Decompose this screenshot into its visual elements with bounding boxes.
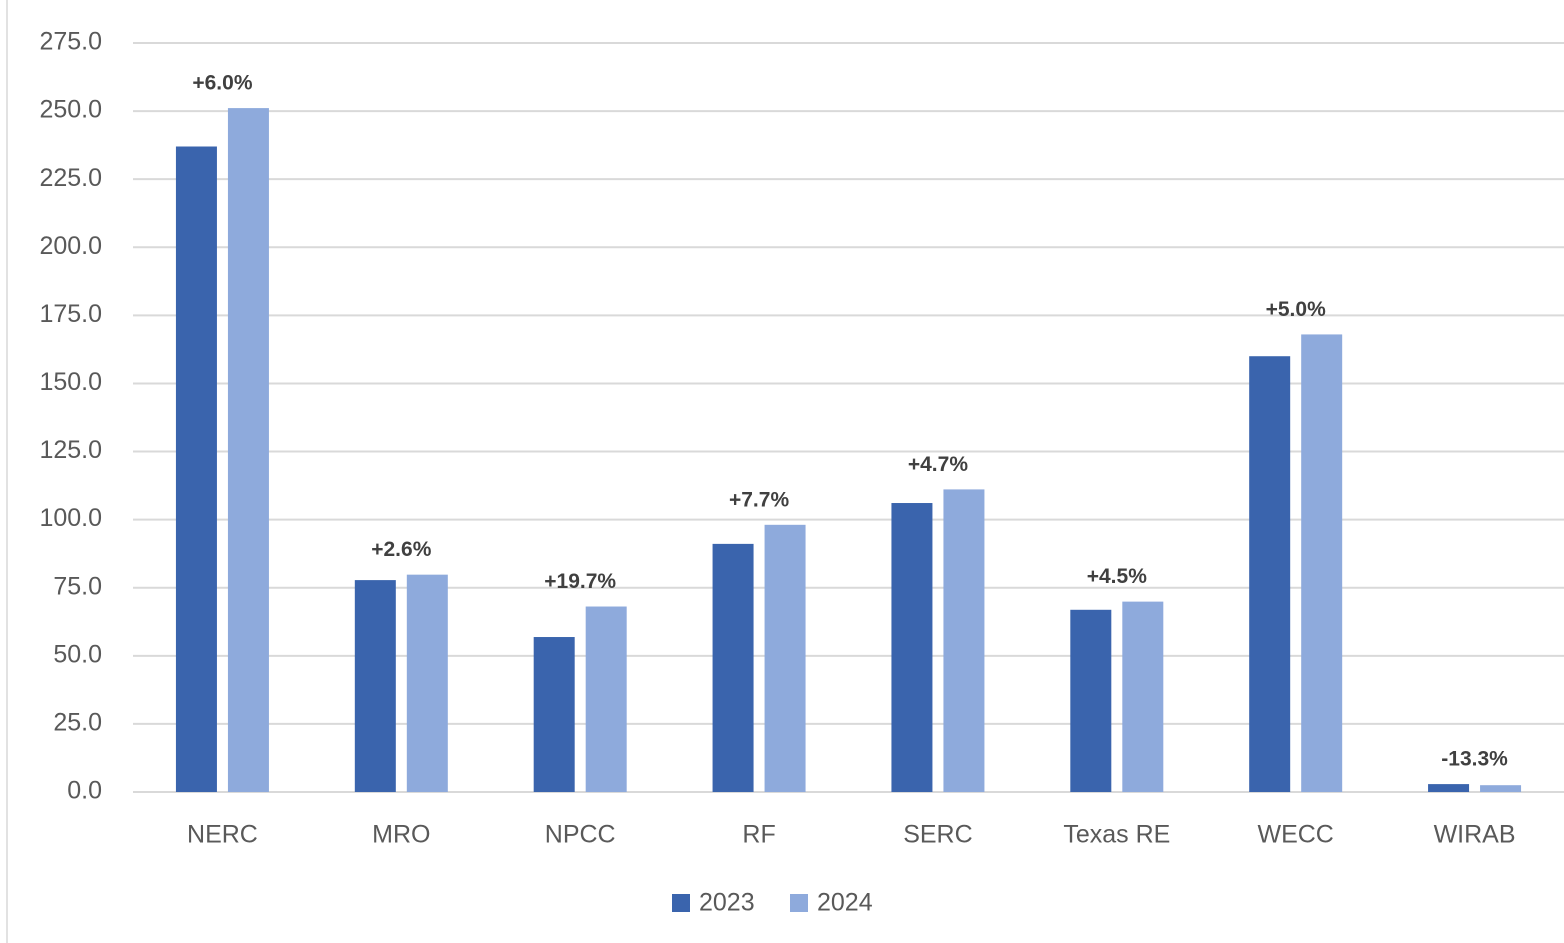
x-tick-label: Texas RE (1063, 821, 1170, 849)
bar (891, 503, 933, 792)
bar (1122, 601, 1164, 792)
bar (1070, 609, 1112, 792)
annotation: +4.7% (908, 453, 968, 476)
bar (1480, 785, 1522, 792)
y-tick-label: 50.0 (53, 640, 102, 668)
y-tick-label: 25.0 (53, 709, 102, 737)
bar (943, 489, 985, 792)
bar (227, 108, 269, 792)
legend-label: 2024 (817, 889, 873, 917)
y-tick-label: 125.0 (39, 436, 102, 464)
x-tick-label: WIRAB (1434, 821, 1516, 849)
bar (406, 574, 448, 792)
legend-label: 2023 (699, 889, 755, 917)
bar (533, 637, 575, 792)
y-tick-label: 175.0 (39, 300, 102, 328)
bar (1428, 784, 1470, 792)
legend-swatch (790, 894, 808, 912)
x-tick-label: WECC (1257, 821, 1333, 849)
annotation: +4.5% (1087, 565, 1147, 588)
y-tick-label: 150.0 (39, 368, 102, 396)
y-tick-label: 200.0 (39, 232, 102, 260)
bar (1301, 334, 1343, 792)
annotation: +7.7% (729, 488, 789, 511)
bar (354, 580, 396, 792)
x-tick-label: RF (742, 821, 775, 849)
annotation: +5.0% (1266, 298, 1326, 321)
legend-swatch (672, 894, 690, 912)
annotation: -13.3% (1441, 748, 1508, 771)
x-tick-label: SERC (903, 821, 972, 849)
x-tick-label: NERC (187, 821, 258, 849)
y-tick-label: 250.0 (39, 96, 102, 124)
bar (764, 524, 806, 792)
y-tick-label: 0.0 (67, 777, 102, 805)
bar (585, 606, 627, 792)
x-tick-label: NPCC (545, 821, 616, 849)
bar (1249, 356, 1291, 792)
x-tick-label: MRO (372, 821, 430, 849)
y-tick-label: 275.0 (39, 28, 102, 56)
annotation: +19.7% (544, 570, 616, 593)
bar (712, 543, 754, 792)
y-tick-label: 100.0 (39, 504, 102, 532)
y-tick-label: 75.0 (53, 572, 102, 600)
y-tick-label: 225.0 (39, 164, 102, 192)
annotation: +6.0% (192, 72, 252, 95)
annotation: +2.6% (371, 538, 431, 561)
bar (175, 146, 217, 793)
